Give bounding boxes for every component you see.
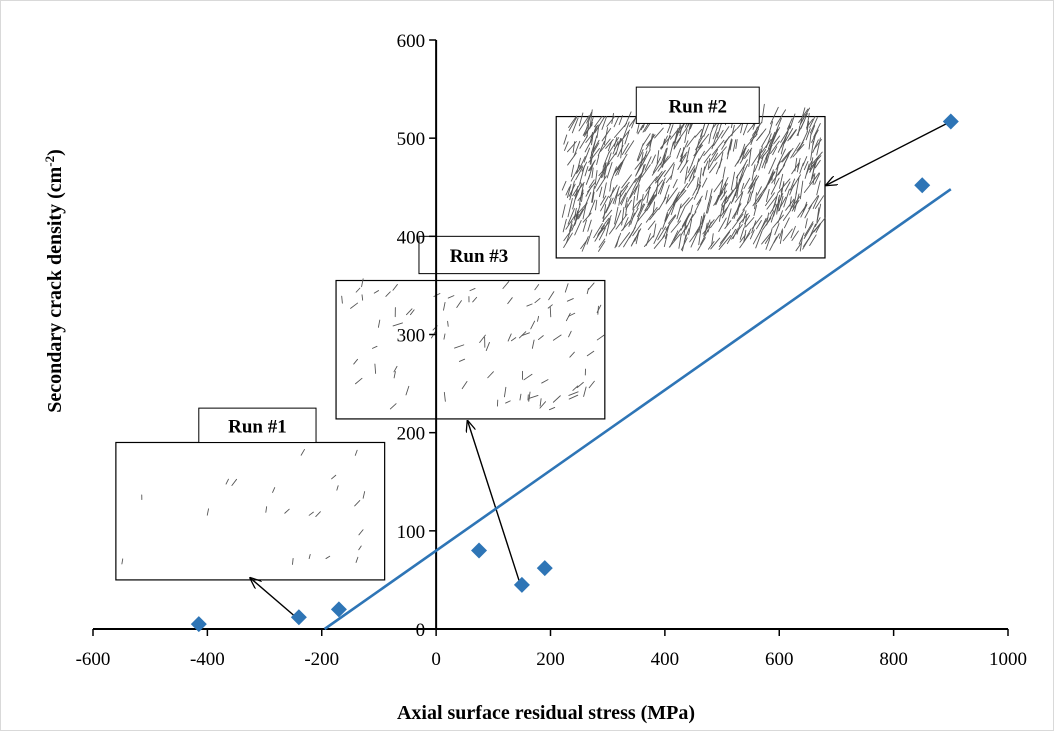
y-axis-title: Secondary crack density (cm-2) [42,149,67,413]
data-point [914,177,930,193]
y-tick-label: 300 [397,326,426,347]
data-point [514,577,530,593]
x-tick-label: 0 [431,649,441,670]
y-axis-title-end: ) [44,149,66,156]
x-tick-label: 400 [651,649,680,670]
x-tick-label: -200 [304,649,339,670]
x-tick-label: 200 [536,649,565,670]
crack-mark [550,307,551,317]
y-tick-label: 100 [397,522,426,543]
data-point [471,542,487,558]
y-axis-title-superscript: -2 [42,156,57,167]
annotation-arrow [826,121,951,185]
run-label: Run #2 [668,96,727,117]
crack-mark [362,295,363,300]
data-point [537,560,553,576]
run-label: Run #3 [450,246,509,267]
y-tick-label: 0 [416,620,426,641]
micrograph-frame [116,442,385,579]
run-label: Run #1 [228,416,287,437]
y-tick-label: 400 [397,227,426,248]
annotation-arrow [468,421,521,586]
x-tick-label: 800 [879,649,908,670]
crack-mark [448,321,449,326]
y-tick-label: 500 [397,129,426,150]
annotation-run-1: Run #1 [116,408,385,617]
crack-mark [292,558,293,564]
x-tick-label: -400 [190,649,225,670]
x-tick-label: 600 [765,649,794,670]
y-axis-title-main: Secondary crack density (cm [44,166,66,412]
annotations-layer: Run #1 Run #3 Run #2 [116,87,951,617]
x-axis-title: Axial surface residual stress (MPa) [397,702,695,724]
data-point [943,113,959,129]
micrograph-frame [336,281,605,419]
x-tick-label: -600 [76,649,111,670]
y-tick-label: 600 [397,31,426,52]
x-tick-label: 1000 [989,649,1027,670]
data-point [291,609,307,625]
y-tick-label: 200 [397,424,426,445]
annotation-arrow [250,578,296,617]
